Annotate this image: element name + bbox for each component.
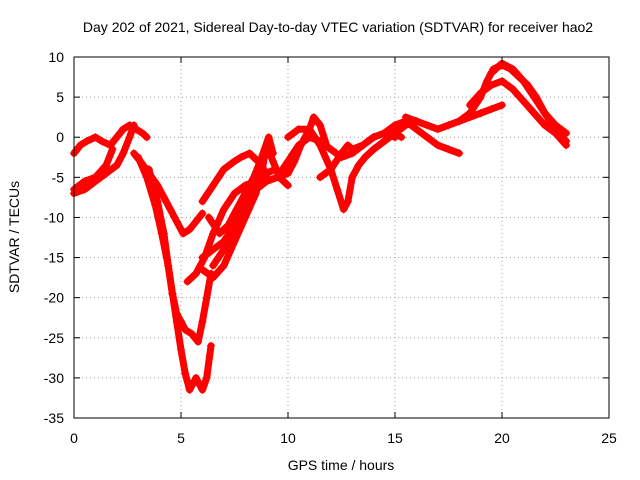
x-tick-label: 20	[494, 430, 510, 446]
series-line	[205, 133, 277, 237]
series-line	[70, 121, 138, 197]
series-track-19	[465, 77, 571, 150]
y-axis-label: SDTVAR / TECUs	[6, 181, 22, 293]
data-series	[70, 59, 571, 394]
y-tick-label: -15	[44, 250, 64, 266]
data-point-markers	[144, 165, 215, 394]
x-tick-label: 15	[387, 430, 403, 446]
series-track-6	[144, 165, 215, 394]
axis-ticks	[73, 56, 610, 419]
y-tick-label: -10	[44, 209, 64, 225]
series-track-10	[198, 149, 280, 206]
y-tick-label: -35	[44, 410, 64, 426]
y-tick-label: -5	[52, 169, 65, 185]
y-tick-label: 5	[56, 89, 64, 105]
chart-title: Day 202 of 2021, Sidereal Day-to-day VTE…	[83, 19, 593, 35]
x-axis-label: GPS time / hours	[288, 457, 395, 473]
y-tick-label: -20	[44, 290, 64, 306]
x-tick-label: 5	[177, 430, 185, 446]
series-track-20	[487, 59, 571, 138]
y-tick-label: 0	[56, 129, 64, 145]
x-tick-labels: 0 5 10 15 20 25	[70, 430, 617, 446]
y-tick-labels: -35 -30 -25 -20 -15 -10 -5 0 5 10	[44, 49, 64, 426]
series-line	[402, 101, 506, 133]
plot-frame	[73, 56, 610, 419]
data-point-markers	[198, 149, 280, 206]
x-tick-label: 25	[601, 430, 617, 446]
series-line	[70, 121, 151, 157]
series-line	[380, 117, 463, 157]
y-tick-label: 10	[48, 49, 64, 65]
series-line	[466, 77, 570, 149]
series-line	[487, 59, 570, 137]
x-tick-label: 0	[70, 430, 78, 446]
y-tick-label: -30	[44, 370, 64, 386]
x-tick-label: 10	[280, 430, 296, 446]
data-point-markers	[487, 59, 571, 138]
y-tick-label: -25	[44, 330, 64, 346]
data-point-markers	[465, 77, 571, 150]
